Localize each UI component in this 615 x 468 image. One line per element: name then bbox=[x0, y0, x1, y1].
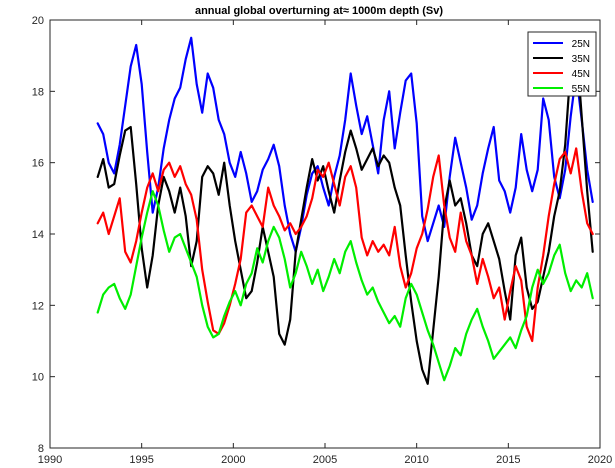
series-line-45n bbox=[96, 147, 594, 343]
y-tick-label: 20 bbox=[32, 15, 44, 27]
series-line-55n bbox=[96, 190, 594, 382]
legend-label: 45N bbox=[572, 69, 590, 80]
y-tick-label: 8 bbox=[38, 443, 44, 455]
x-tick-label: 1990 bbox=[38, 454, 62, 466]
x-tick-label: 2005 bbox=[313, 454, 337, 466]
series-layer bbox=[96, 36, 594, 385]
x-tick-label: 1995 bbox=[129, 454, 153, 466]
legend-label: 25N bbox=[572, 39, 590, 50]
series-line-35n bbox=[96, 40, 594, 385]
plot-frame bbox=[49, 19, 601, 449]
y-tick-label: 14 bbox=[32, 229, 44, 241]
x-tick-label: 2015 bbox=[496, 454, 520, 466]
ticks-layer: 1990 1995 2000 2005 2010 2015 2020 8 10 12 14 16 18 2… bbox=[32, 15, 612, 466]
series-line-25n bbox=[96, 36, 594, 253]
y-tick-label: 18 bbox=[32, 86, 44, 98]
legend: 25N 35N 45N 55N bbox=[527, 31, 597, 97]
x-tick-label: 2000 bbox=[221, 454, 245, 466]
y-tick-label: 12 bbox=[32, 300, 44, 312]
y-tick-label: 16 bbox=[32, 158, 44, 170]
legend-label: 35N bbox=[572, 54, 590, 65]
y-tick-label: 10 bbox=[32, 372, 44, 384]
x-tick-label: 2010 bbox=[404, 454, 428, 466]
chart-title: annual global overturning at≈ 1000m dept… bbox=[195, 5, 443, 17]
legend-label: 55N bbox=[572, 84, 590, 95]
x-tick-label: 2020 bbox=[588, 454, 612, 466]
